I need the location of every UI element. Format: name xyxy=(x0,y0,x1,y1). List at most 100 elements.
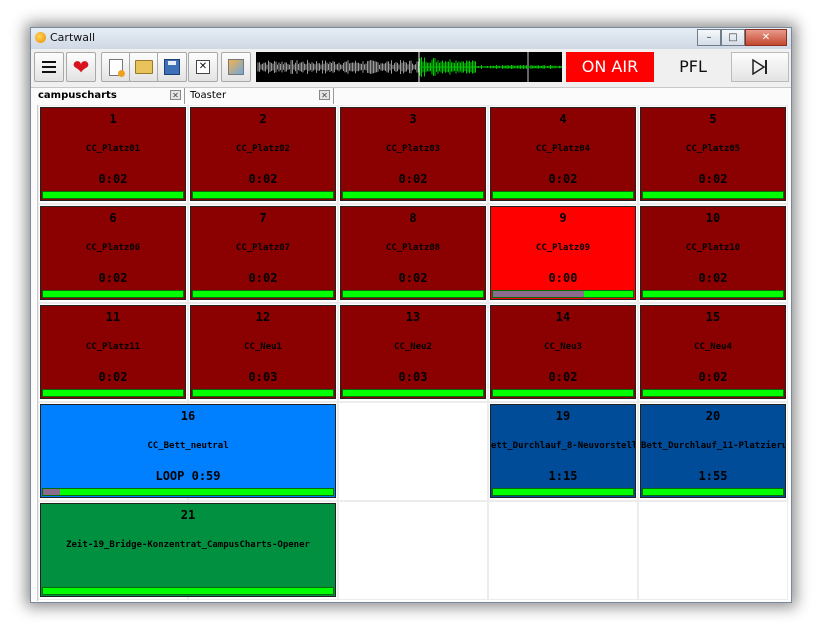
empty-cart-slot[interactable] xyxy=(338,105,488,204)
favorite-button[interactable]: ❤ xyxy=(66,52,96,82)
cart-number: 20 xyxy=(705,409,721,423)
cart-button-16[interactable]: 16 CC_Bett_neutral LOOP 0:59 xyxy=(40,404,336,498)
empty-cart-slot[interactable] xyxy=(488,402,638,501)
cart-button-19[interactable]: 19 ett_Durchlauf_8-Neuvorstellu 1:15 xyxy=(490,404,636,498)
cart-progress-played xyxy=(43,489,61,495)
empty-cart-slot[interactable] xyxy=(188,105,338,204)
empty-cart-slot[interactable] xyxy=(338,204,488,303)
empty-cart-slot[interactable] xyxy=(638,501,788,600)
cart-title: CC_Platz01 xyxy=(85,144,141,154)
cart-number: 11 xyxy=(105,310,121,324)
cart-duration: 0:02 xyxy=(698,172,728,186)
cart-number: 15 xyxy=(705,310,721,324)
cart-button-10[interactable]: 10 CC_Platz10 0:02 xyxy=(640,206,786,300)
cart-progress-bar xyxy=(642,488,784,496)
cart-title: CC_Platz11 xyxy=(85,342,141,352)
empty-cart-slot[interactable] xyxy=(488,303,638,402)
close-window-button[interactable]: ✕ xyxy=(745,29,787,46)
cart-progress-bar xyxy=(192,191,334,199)
cart-button-15[interactable]: 15 CC_Neu4 0:02 xyxy=(640,305,786,399)
tab-campuscharts[interactable]: campuscharts ✕ xyxy=(33,88,184,104)
empty-cart-slot[interactable] xyxy=(38,303,188,402)
cart-button-8[interactable]: 8 CC_Platz08 0:02 xyxy=(340,206,486,300)
cart-progress-bar xyxy=(42,488,334,496)
cart-button-4[interactable]: 4 CC_Platz04 0:02 xyxy=(490,107,636,201)
cart-progress-bar xyxy=(42,191,184,199)
cart-button-14[interactable]: 14 CC_Neu3 0:02 xyxy=(490,305,636,399)
cart-number: 19 xyxy=(555,409,571,423)
settings-button[interactable] xyxy=(221,52,251,82)
cart-button-2[interactable]: 2 CC_Platz02 0:02 xyxy=(190,107,336,201)
cart-button-21[interactable]: 21 Zeit-19_Bridge-Konzentrat_CampusCharts… xyxy=(40,503,336,597)
title-bar[interactable]: Cartwall – □ ✕ xyxy=(31,28,791,50)
menu-button[interactable] xyxy=(34,52,64,82)
cart-button-12[interactable]: 12 CC_Neu1 0:03 xyxy=(190,305,336,399)
cart-progress-bar xyxy=(192,389,334,397)
new-cartwall-button[interactable] xyxy=(101,52,131,82)
cart-title: CC_Platz05 xyxy=(685,144,741,154)
cart-progress-bar xyxy=(42,587,334,595)
skip-next-button[interactable] xyxy=(731,52,789,82)
cart-duration: 0:02 xyxy=(98,370,128,384)
waveform-display[interactable] xyxy=(256,52,562,82)
cart-progress-bar xyxy=(342,191,484,199)
cart-button-20[interactable]: 20 Bett_Durchlauf_11-Platzierun 1:55 xyxy=(640,404,786,498)
empty-cart-slot[interactable] xyxy=(488,501,638,600)
settings-icon xyxy=(228,59,244,75)
cart-button-3[interactable]: 3 CC_Platz03 0:02 xyxy=(340,107,486,201)
cart-number: 9 xyxy=(559,211,567,225)
cart-number: 13 xyxy=(405,310,421,324)
empty-cart-slot[interactable] xyxy=(638,105,788,204)
tab-close-icon[interactable]: ✕ xyxy=(170,90,181,100)
empty-cart-slot[interactable] xyxy=(338,303,488,402)
empty-cart-slot[interactable] xyxy=(188,204,338,303)
cart-duration: 1:15 xyxy=(548,469,578,483)
cart-number: 14 xyxy=(555,310,571,324)
empty-cart-slot[interactable] xyxy=(38,105,188,204)
tab-toaster[interactable]: Toaster ✕ xyxy=(184,88,334,104)
cart-title: CC_Platz10 xyxy=(685,243,741,253)
empty-cart-slot[interactable] xyxy=(638,402,788,501)
cart-title: CC_Bett_neutral xyxy=(147,441,229,451)
cart-button-6[interactable]: 6 CC_Platz06 0:02 xyxy=(40,206,186,300)
cart-number: 3 xyxy=(409,112,417,126)
cart-button-7[interactable]: 7 CC_Platz07 0:02 xyxy=(190,206,336,300)
cart-number: 16 xyxy=(180,409,196,423)
cart-title: Bett_Durchlauf_11-Platzierun xyxy=(641,441,786,451)
open-button[interactable] xyxy=(129,52,159,82)
cart-title: CC_Platz07 xyxy=(235,243,291,253)
cart-progress-bar xyxy=(642,389,784,397)
cart-duration: 0:02 xyxy=(698,271,728,285)
maximize-button[interactable]: □ xyxy=(721,29,745,46)
cart-progress-bar xyxy=(192,290,334,298)
cartwall-window: Cartwall – □ ✕ ❤ ✕ ON AIR PFL xyxy=(30,27,792,603)
on-air-indicator[interactable]: ON AIR xyxy=(566,52,654,82)
cart-title: CC_Platz09 xyxy=(535,243,591,253)
close-cartwall-button[interactable]: ✕ xyxy=(188,52,218,82)
cart-button-5[interactable]: 5 CC_Platz05 0:02 xyxy=(640,107,786,201)
empty-cart-slot[interactable] xyxy=(38,204,188,303)
tab-close-icon[interactable]: ✕ xyxy=(319,90,330,100)
maximize-icon: □ xyxy=(728,32,738,43)
empty-cart-slot[interactable] xyxy=(638,204,788,303)
cart-button-1[interactable]: 1 CC_Platz01 0:02 xyxy=(40,107,186,201)
cart-button-9[interactable]: 9 CC_Platz09 0:00 xyxy=(490,206,636,300)
cart-button-11[interactable]: 11 CC_Platz11 0:02 xyxy=(40,305,186,399)
minimize-button[interactable]: – xyxy=(697,29,721,46)
cart-title: CC_Platz02 xyxy=(235,144,291,154)
empty-cart-slot[interactable] xyxy=(488,105,638,204)
empty-cart-slot[interactable] xyxy=(188,303,338,402)
skip-next-icon xyxy=(752,59,767,75)
cart-duration: 0:02 xyxy=(98,172,128,186)
cart-button-13[interactable]: 13 CC_Neu2 0:03 xyxy=(340,305,486,399)
empty-cart-slot[interactable] xyxy=(488,204,638,303)
close-file-icon: ✕ xyxy=(196,60,210,74)
pfl-button[interactable]: PFL xyxy=(658,52,728,82)
save-button[interactable] xyxy=(157,52,187,82)
empty-cart-slot[interactable] xyxy=(338,402,488,501)
empty-cart-slot[interactable] xyxy=(638,303,788,402)
cart-progress-bar xyxy=(492,389,634,397)
cart-duration: 0:02 xyxy=(398,271,428,285)
cart-progress-bar xyxy=(642,191,784,199)
empty-cart-slot[interactable] xyxy=(338,501,488,600)
